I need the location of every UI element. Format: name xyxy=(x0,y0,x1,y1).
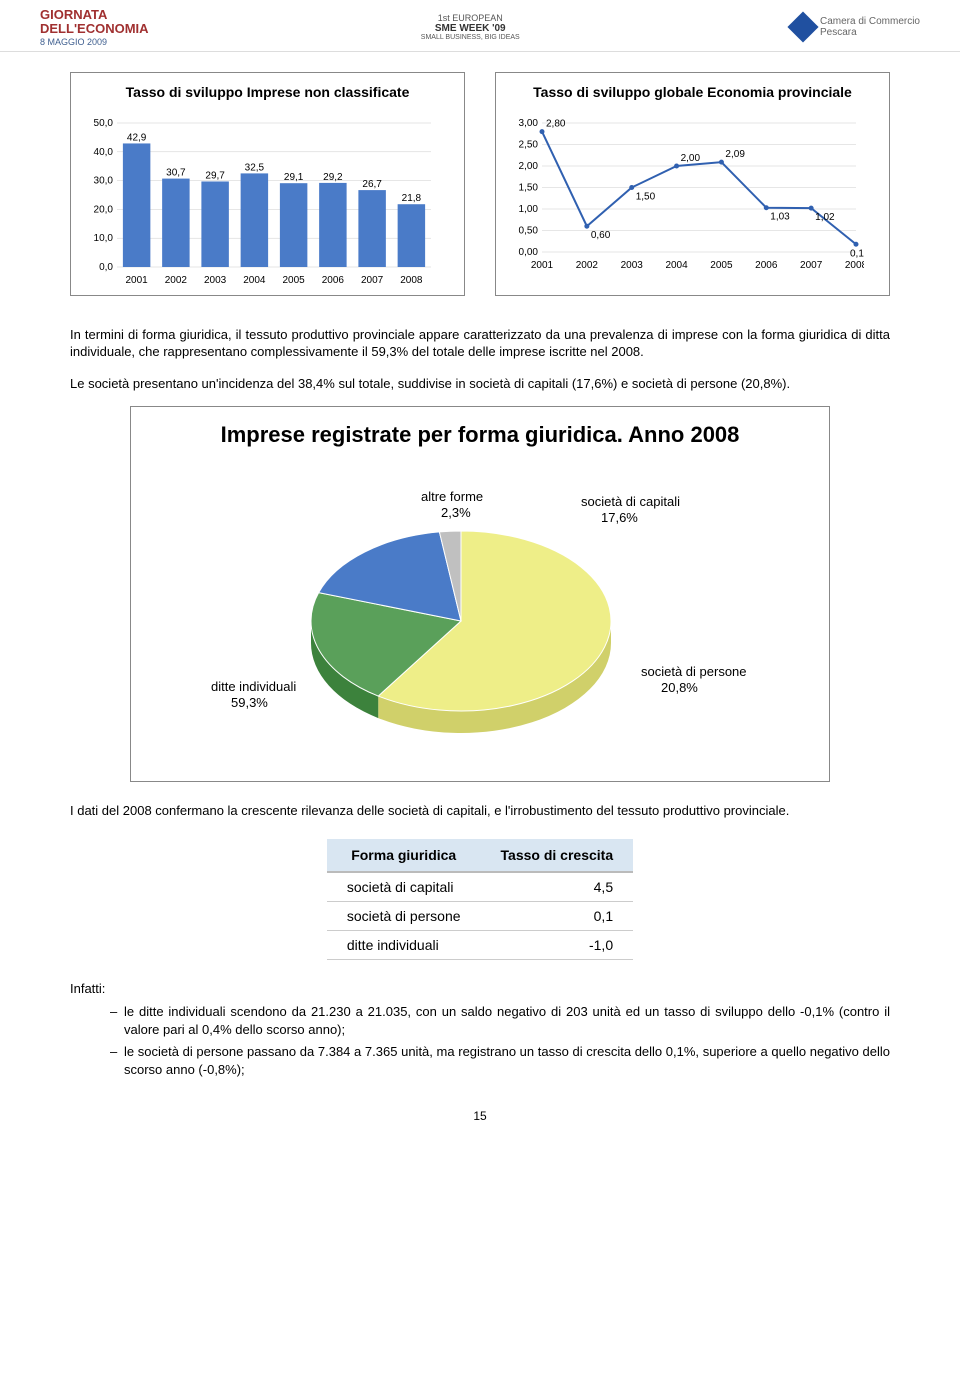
svg-text:42,9: 42,9 xyxy=(127,132,147,143)
paragraph-2: Le società presentano un'incidenza del 3… xyxy=(70,375,890,393)
svg-text:0,60: 0,60 xyxy=(591,230,611,241)
table-row: ditte individuali-1,0 xyxy=(327,931,633,960)
svg-text:29,1: 29,1 xyxy=(284,172,304,183)
th-forma: Forma giuridica xyxy=(327,839,481,872)
svg-text:1,50: 1,50 xyxy=(519,182,539,193)
svg-text:2006: 2006 xyxy=(755,260,778,271)
hdr-left-date: 8 MAGGIO 2009 xyxy=(40,37,149,47)
svg-text:2004: 2004 xyxy=(665,260,688,271)
svg-text:2,50: 2,50 xyxy=(519,139,539,150)
svg-text:2003: 2003 xyxy=(621,260,644,271)
svg-text:30,7: 30,7 xyxy=(166,167,186,178)
th-tasso: Tasso di crescita xyxy=(481,839,634,872)
svg-text:2,80: 2,80 xyxy=(546,118,566,129)
svg-text:3,00: 3,00 xyxy=(519,118,539,129)
svg-text:2,00: 2,00 xyxy=(519,161,539,172)
chart1-title: Tasso di sviluppo Imprese non classifica… xyxy=(79,83,456,101)
logo-camera: Camera di Commercio Pescara xyxy=(792,16,920,38)
svg-text:2007: 2007 xyxy=(800,260,823,271)
svg-text:altre forme: altre forme xyxy=(421,489,483,504)
svg-text:1,03: 1,03 xyxy=(770,211,790,222)
svg-text:2005: 2005 xyxy=(283,275,306,286)
svg-text:0,50: 0,50 xyxy=(519,225,539,236)
cell-val: 4,5 xyxy=(481,872,634,902)
svg-text:2004: 2004 xyxy=(243,275,266,286)
svg-text:10,0: 10,0 xyxy=(94,233,114,244)
svg-text:2008: 2008 xyxy=(845,260,864,271)
svg-text:59,3%: 59,3% xyxy=(231,695,268,710)
svg-text:29,7: 29,7 xyxy=(205,170,225,181)
svg-text:32,5: 32,5 xyxy=(245,162,265,173)
cell-name: società di persone xyxy=(327,902,481,931)
svg-text:1,02: 1,02 xyxy=(815,212,835,223)
svg-text:20,0: 20,0 xyxy=(94,204,114,215)
cell-val: 0,1 xyxy=(481,902,634,931)
cell-name: ditte individuali xyxy=(327,931,481,960)
svg-text:17,6%: 17,6% xyxy=(601,510,638,525)
svg-text:2005: 2005 xyxy=(710,260,733,271)
pie-chart-box: Imprese registrate per forma giuridica. … xyxy=(130,406,830,782)
svg-text:2003: 2003 xyxy=(204,275,227,286)
chart2-svg: 0,00 0,50 1,00 1,50 2,00 2,50 3,00 2,80 2001 0,60… xyxy=(504,109,864,274)
hdr-left-2: DELL'ECONOMIA xyxy=(40,21,149,36)
svg-text:2002: 2002 xyxy=(165,275,188,286)
hdr-center-top: 1st EUROPEAN xyxy=(421,13,520,23)
svg-text:50,0: 50,0 xyxy=(94,118,114,129)
footer-item-2: le società di persone passano da 7.384 a… xyxy=(110,1043,890,1079)
svg-text:società di persone: società di persone xyxy=(641,664,747,679)
svg-text:20,8%: 20,8% xyxy=(661,680,698,695)
footer-lead: Infatti: xyxy=(70,980,890,998)
diamond-icon xyxy=(787,12,818,43)
cell-name: società di capitali xyxy=(327,872,481,902)
svg-text:0,18: 0,18 xyxy=(850,248,864,259)
svg-text:26,7: 26,7 xyxy=(362,179,382,190)
hdr-center-main: SME WEEK '09 xyxy=(421,23,520,34)
hdr-right-2: Pescara xyxy=(820,27,920,38)
logo-sme: 1st EUROPEAN SME WEEK '09 SMALL BUSINESS… xyxy=(421,13,520,41)
chart1-box: Tasso di sviluppo Imprese non classifica… xyxy=(70,72,465,296)
svg-text:2007: 2007 xyxy=(361,275,384,286)
hdr-left-1: GIORNATA xyxy=(40,7,107,22)
svg-text:1,50: 1,50 xyxy=(636,191,656,202)
cell-val: -1,0 xyxy=(481,931,634,960)
chart2-title: Tasso di sviluppo globale Economia provi… xyxy=(504,83,881,101)
pie-svg: ditte individuali59,3% società di persone… xyxy=(151,461,771,761)
page-header: GIORNATADELL'ECONOMIA 8 MAGGIO 2009 1st … xyxy=(0,0,960,52)
svg-text:2006: 2006 xyxy=(322,275,345,286)
svg-text:0,00: 0,00 xyxy=(519,247,539,258)
svg-text:2001: 2001 xyxy=(126,275,149,286)
svg-text:1,00: 1,00 xyxy=(519,204,539,215)
table-row: società di persone0,1 xyxy=(327,902,633,931)
chart2-box: Tasso di sviluppo globale Economia provi… xyxy=(495,72,890,296)
hdr-right-1: Camera di Commercio xyxy=(820,16,920,27)
svg-text:0,0: 0,0 xyxy=(99,262,113,273)
chart1-svg: 0,0 10,0 20,0 30,0 40,0 50,0 42,9 2001 30,7 2002 2… xyxy=(79,109,439,289)
svg-text:società di capitali: società di capitali xyxy=(581,494,680,509)
footer-block: Infatti: le ditte individuali scendono d… xyxy=(70,980,890,1079)
svg-text:21,8: 21,8 xyxy=(402,193,422,204)
charts-row: Tasso di sviluppo Imprese non classifica… xyxy=(70,72,890,296)
growth-table: Forma giuridica Tasso di crescita societ… xyxy=(327,839,633,960)
hdr-center-sub: SMALL BUSINESS, BIG IDEAS xyxy=(421,34,520,41)
svg-text:ditte individuali: ditte individuali xyxy=(211,679,296,694)
svg-text:29,2: 29,2 xyxy=(323,172,343,183)
svg-text:30,0: 30,0 xyxy=(94,175,114,186)
paragraph-3: I dati del 2008 confermano la crescente … xyxy=(70,802,890,820)
svg-text:2,00: 2,00 xyxy=(681,153,701,164)
svg-text:2002: 2002 xyxy=(576,260,599,271)
page-number: 15 xyxy=(70,1109,890,1123)
svg-text:2001: 2001 xyxy=(531,260,554,271)
svg-text:2,09: 2,09 xyxy=(725,149,745,160)
footer-item-1: le ditte individuali scendono da 21.230 … xyxy=(110,1003,890,1039)
svg-text:40,0: 40,0 xyxy=(94,147,114,158)
svg-text:2008: 2008 xyxy=(400,275,423,286)
logo-giornata: GIORNATADELL'ECONOMIA 8 MAGGIO 2009 xyxy=(40,8,149,47)
paragraph-1: In termini di forma giuridica, il tessut… xyxy=(70,326,890,361)
svg-text:2,3%: 2,3% xyxy=(441,505,471,520)
pie-title: Imprese registrate per forma giuridica. … xyxy=(151,421,809,449)
table-wrap: Forma giuridica Tasso di crescita societ… xyxy=(70,839,890,960)
table-row: società di capitali4,5 xyxy=(327,872,633,902)
